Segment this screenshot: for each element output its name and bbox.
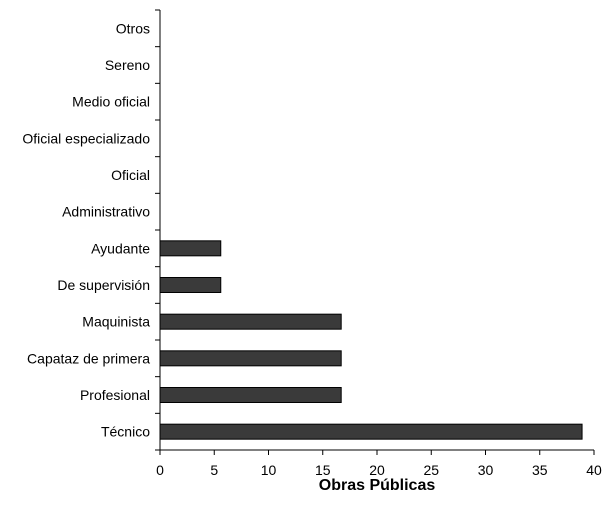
x-tick-labels: 0 5 10 15 20 25 30 35 40	[156, 462, 602, 478]
category-label-9: Medio oficial	[72, 94, 150, 110]
x-tick-label-8: 40	[586, 462, 602, 478]
category-label-8: Oficial especializado	[22, 130, 150, 146]
category-label-3: Maquinista	[82, 314, 150, 330]
category-label-5: Ayudante	[91, 240, 150, 256]
x-tick-label-3: 15	[315, 462, 331, 478]
bar-5	[159, 240, 222, 257]
bar-4	[159, 277, 222, 293]
category-label-10: Sereno	[105, 57, 150, 73]
bar-0	[159, 423, 583, 440]
category-labels: Técnico Profesional Capataz de primera Maqu…	[22, 20, 150, 439]
bar-2	[159, 350, 342, 367]
x-tick-label-5: 25	[423, 462, 439, 478]
category-label-2: Capataz de primera	[27, 350, 150, 366]
x-tick-label-6: 30	[478, 462, 494, 478]
bars-group	[159, 240, 583, 440]
category-label-6: Administrativo	[62, 204, 150, 220]
category-label-1: Profesional	[80, 387, 150, 403]
x-tick-label-7: 35	[532, 462, 548, 478]
x-tick-label-0: 0	[156, 462, 164, 478]
category-label-0: Técnico	[101, 424, 150, 440]
bar-1	[159, 387, 342, 403]
category-label-7: Oficial	[111, 167, 150, 183]
x-tick-label-2: 10	[261, 462, 277, 478]
x-tick-label-4: 20	[369, 462, 385, 478]
x-axis-title: Obras Públicas	[319, 477, 436, 494]
category-label-11: Otros	[116, 20, 150, 36]
category-label-4: De supervisión	[57, 277, 150, 293]
bar-3	[159, 313, 342, 330]
x-tick-label-1: 5	[210, 462, 218, 478]
axes-group	[155, 9, 595, 455]
